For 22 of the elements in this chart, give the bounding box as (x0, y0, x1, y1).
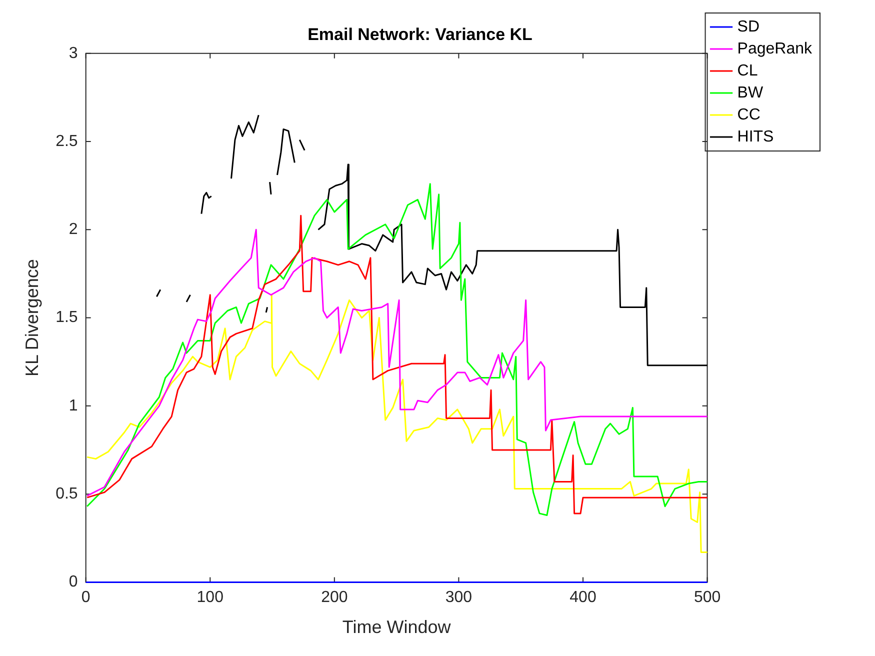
legend-label: BW (737, 84, 764, 102)
legend-label: CC (737, 106, 760, 124)
y-tick-label: 2.5 (56, 132, 78, 150)
x-tick-label: 200 (321, 589, 348, 606)
y-tick-label: 0.5 (56, 485, 78, 502)
x-tick-label: 100 (196, 589, 224, 606)
y-axis-title: KL Divergence (22, 259, 42, 377)
legend-label: HITS (737, 128, 774, 146)
x-tick-label: 500 (694, 589, 721, 606)
legend-label: PageRank (737, 40, 813, 58)
y-tick-label: 0 (68, 574, 78, 591)
x-tick-label: 400 (570, 589, 596, 606)
x-tick-label: 0 (81, 589, 90, 606)
legend-label: SD (737, 18, 760, 36)
x-tick-label: 300 (445, 589, 472, 606)
y-tick-label: 3 (68, 44, 78, 62)
y-tick-label: 1.5 (56, 309, 78, 326)
legend-label: CL (737, 62, 758, 80)
y-tick-label: 1 (68, 397, 78, 414)
x-axis-title: Time Window (342, 617, 452, 638)
chart-title: Email Network: Variance KL (308, 24, 532, 44)
y-tick-label: 2 (68, 221, 78, 238)
